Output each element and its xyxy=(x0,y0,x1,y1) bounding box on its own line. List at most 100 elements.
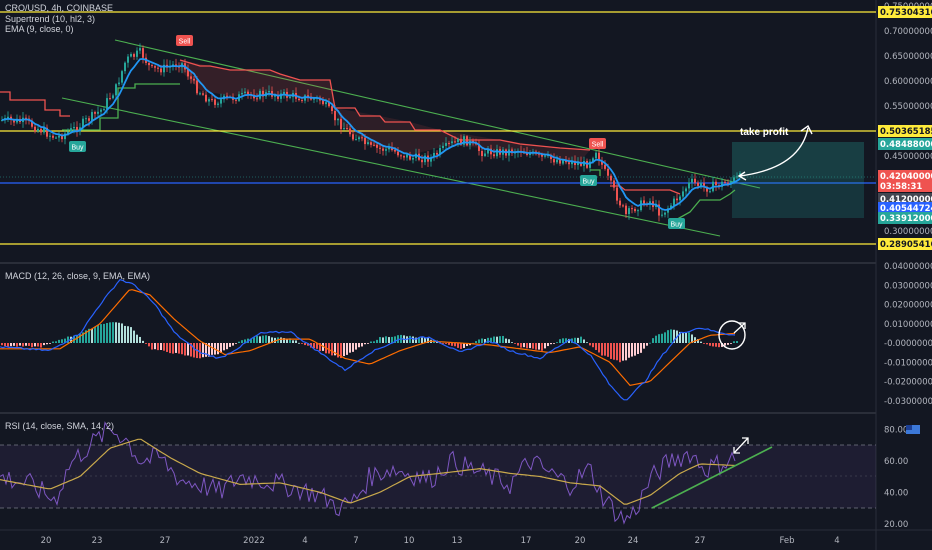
candle-body xyxy=(679,196,681,201)
candle-body xyxy=(421,159,423,163)
macd-bar xyxy=(298,342,300,344)
candle-body xyxy=(595,152,597,159)
rsi-axis[interactable]: 80.00 60.00 40.00 20.00 xyxy=(884,425,908,530)
macd-bar xyxy=(184,343,186,356)
candle-body xyxy=(364,137,366,145)
candle-body xyxy=(1,119,3,121)
rsi-legend[interactable]: RSI (14, close, SMA, 14, 2) xyxy=(5,421,115,431)
time-tick: 23 xyxy=(92,536,103,546)
resistance-price-label[interactable]: 0.50365185 xyxy=(878,125,932,137)
candle-body xyxy=(439,148,441,155)
macd-axis[interactable]: 0.04000000 0.03000000 0.02000000 0.01000000… xyxy=(884,262,932,407)
macd-bar xyxy=(523,343,525,348)
macd-legend[interactable]: MACD (12, 26, close, 9, EMA, EMA) xyxy=(5,271,151,281)
macd-bar xyxy=(115,322,117,343)
buy-signal-2[interactable]: Buy xyxy=(580,175,597,186)
buy-signal-2-text: Buy xyxy=(582,179,595,186)
symbol-line[interactable]: CRO/USD, 4h, COINBASE xyxy=(5,3,113,14)
candle-body xyxy=(619,200,621,206)
candle-body xyxy=(208,99,210,102)
macd-bar xyxy=(370,341,372,343)
macd-bar xyxy=(559,339,561,343)
take-profit-label[interactable]: take profit xyxy=(740,127,789,138)
macd-bar xyxy=(367,343,369,344)
macd-arrow-icon[interactable] xyxy=(733,322,746,334)
macd-bar xyxy=(361,343,363,347)
horizontal-lines[interactable] xyxy=(0,11,876,245)
candle-body xyxy=(247,91,249,95)
sell-signal-1[interactable]: Sell xyxy=(176,35,193,46)
macd-bar xyxy=(352,343,354,352)
take-profit-arrow-icon[interactable] xyxy=(737,124,813,181)
candle-body xyxy=(298,98,300,101)
macd-bar xyxy=(13,343,15,346)
rsi-double-arrow-icon[interactable] xyxy=(733,437,749,454)
candle-body xyxy=(526,152,528,155)
target-price-label[interactable]: 0.48488000 xyxy=(878,138,932,150)
macd-bar xyxy=(517,343,519,346)
candle-body xyxy=(457,138,459,143)
stop-price-label[interactable]: 0.33912000 xyxy=(878,212,932,224)
macd-bar xyxy=(622,343,624,361)
macd-bar xyxy=(556,342,558,343)
sell-signal-2-box xyxy=(589,138,606,149)
candle-body xyxy=(37,128,39,132)
macd-bar xyxy=(415,337,417,343)
candle-body xyxy=(151,65,153,67)
macd-bar xyxy=(514,343,516,344)
sell-signal-2[interactable]: Sell xyxy=(589,138,606,149)
candle-body xyxy=(634,208,636,212)
last-price-text: 0.42040000 xyxy=(880,172,932,182)
candle-body xyxy=(403,156,405,158)
rsi-trendline[interactable] xyxy=(651,446,773,509)
candle-body xyxy=(16,118,18,123)
channel-upper-line[interactable] xyxy=(114,39,761,189)
time-tick: 24 xyxy=(628,536,639,546)
rsi-tick: 80.00 xyxy=(884,425,908,435)
supertrend-legend[interactable]: Supertrend (10, hl2, 3) xyxy=(5,13,96,24)
macd-bar xyxy=(16,343,18,347)
time-axis[interactable]: 20 23 27 2022 4 7 10 13 17 20 24 27 Feb 4 xyxy=(41,536,840,546)
macd-bar xyxy=(187,343,189,356)
buy-signal-1[interactable]: Buy xyxy=(69,141,86,152)
candle-body xyxy=(199,93,201,95)
last-price-label[interactable]: 0.42040000 03:58:31 xyxy=(878,170,932,192)
macd-bar xyxy=(481,338,483,343)
macd-bar xyxy=(508,339,510,343)
macd-bar xyxy=(541,343,543,351)
macd-bar xyxy=(463,343,465,348)
candle-body xyxy=(601,160,603,165)
macd-bar xyxy=(19,343,21,346)
ema-legend[interactable]: EMA (9, close, 0) xyxy=(5,24,74,34)
macd-bar xyxy=(427,338,429,343)
stop-zone[interactable] xyxy=(732,179,864,218)
macd-bar xyxy=(625,343,627,361)
macd-bar xyxy=(442,343,444,344)
trend-channel[interactable] xyxy=(61,39,761,237)
top-line-price-label[interactable]: 0.75304316 xyxy=(878,6,932,18)
candle-body xyxy=(397,151,399,156)
candle-body xyxy=(241,92,243,95)
macd-bar xyxy=(94,326,96,343)
support-price-label[interactable]: 0.28905416 xyxy=(878,238,932,250)
macd-bar xyxy=(181,343,183,355)
long-position-tool[interactable] xyxy=(732,142,864,218)
buy-signal-3[interactable]: Buy xyxy=(668,218,685,229)
price-axis-panel[interactable] xyxy=(876,0,932,530)
macd-bar xyxy=(628,343,630,358)
channel-lower-line[interactable] xyxy=(61,97,721,237)
candle-body xyxy=(481,150,483,157)
candle-body xyxy=(268,91,270,93)
macd-circle-annotation[interactable] xyxy=(718,320,746,350)
macd-bar xyxy=(328,343,330,354)
stop-price-text: 0.33912000 xyxy=(880,214,932,224)
blue-line-price-label[interactable]: 0.40544724 xyxy=(878,202,932,214)
macd-bar xyxy=(76,334,78,343)
macd-bar xyxy=(100,324,102,343)
macd-bar xyxy=(88,328,90,343)
macd-bar xyxy=(268,336,270,343)
rsi-line xyxy=(0,421,736,525)
macd-bar xyxy=(577,337,579,343)
candle-body xyxy=(664,212,666,215)
